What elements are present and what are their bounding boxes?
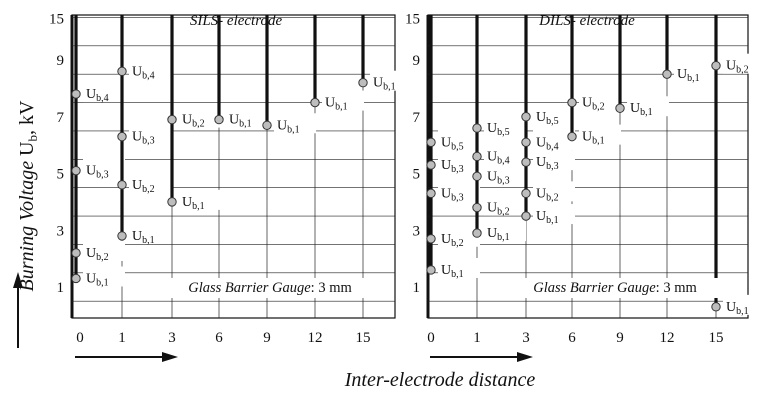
- data-point: [427, 138, 435, 146]
- data-point: [427, 161, 435, 169]
- data-point: [522, 113, 530, 121]
- x-axis-title: Inter-electrode distance: [344, 369, 536, 391]
- data-point: [712, 303, 720, 311]
- data-point: [427, 266, 435, 274]
- data-point: [118, 67, 126, 75]
- gauge-note: Glass Barrier Gauge: 3 mm: [533, 280, 697, 296]
- data-point: [616, 104, 624, 112]
- x-tick-label: 9: [616, 330, 624, 346]
- data-point: [215, 115, 223, 123]
- y-tick-label: 3: [57, 223, 65, 239]
- data-point: [473, 203, 481, 211]
- y-tick-label: 5: [57, 167, 65, 183]
- x-tick-label: 12: [308, 330, 323, 346]
- data-point: [473, 152, 481, 160]
- data-point: [311, 98, 319, 106]
- data-point: [118, 232, 126, 240]
- y-tick-label: 5: [413, 167, 421, 183]
- x-axis-arrowhead-2: [517, 352, 533, 362]
- x-tick-label: 6: [568, 330, 576, 346]
- y-tick-label: 1: [57, 280, 65, 296]
- data-point: [473, 124, 481, 132]
- y-tick-label: 7: [57, 110, 65, 126]
- data-point: [568, 98, 576, 106]
- y-tick-label: 15: [405, 12, 420, 28]
- data-point: [427, 235, 435, 243]
- data-point: [473, 229, 481, 237]
- y-tick-label: 15: [49, 12, 64, 28]
- data-point: [72, 249, 80, 257]
- y-axis-title: Burning VoltageUb, kV: [16, 100, 40, 292]
- x-tick-label: 0: [76, 330, 84, 346]
- y-tick-label: 1: [413, 280, 421, 296]
- gauge-note: Glass Barrier Gauge: 3 mm: [188, 280, 352, 296]
- x-tick-label: 3: [168, 330, 176, 346]
- chart-panel-1: 15 9 7 5 3 1 0 1 3 6 9 12 15 SILS- electrode Ub,1 Ub,2 U…: [49, 12, 412, 346]
- x-tick-label: 12: [660, 330, 675, 346]
- x-tick-label: 1: [118, 330, 126, 346]
- x-tick-label: 1: [473, 330, 481, 346]
- y-tick-label: 7: [413, 110, 421, 126]
- y-tick-label: 9: [57, 53, 65, 69]
- chart-panel-2: 15975310 1 3 6 9 12 15DILS- electrodeUb,1Ub,2U…: [405, 12, 760, 346]
- data-point: [72, 274, 80, 282]
- data-point: [72, 90, 80, 98]
- data-point: [522, 189, 530, 197]
- data-point: [168, 115, 176, 123]
- data-point: [712, 61, 720, 69]
- data-point: [118, 132, 126, 140]
- data-point: [359, 79, 367, 87]
- data-point: [473, 172, 481, 180]
- x-tick-label: 15: [356, 330, 371, 346]
- x-tick-label: 9: [263, 330, 271, 346]
- x-axis-arrowhead: [162, 352, 178, 362]
- y-tick-label: 9: [413, 53, 421, 69]
- data-point: [522, 212, 530, 220]
- x-tick-label: 0: [427, 330, 435, 346]
- data-point: [663, 70, 671, 78]
- data-point: [118, 181, 126, 189]
- x-tick-label: 3: [522, 330, 530, 346]
- data-point: [427, 189, 435, 197]
- data-point: [72, 166, 80, 174]
- x-tick-label: 6: [215, 330, 223, 346]
- x-tick-label: 15: [709, 330, 724, 346]
- data-point: [522, 158, 530, 166]
- data-point: [568, 132, 576, 140]
- y-tick-label: 3: [413, 223, 421, 239]
- data-point: [522, 138, 530, 146]
- data-point: [263, 121, 271, 129]
- data-point: [168, 198, 176, 206]
